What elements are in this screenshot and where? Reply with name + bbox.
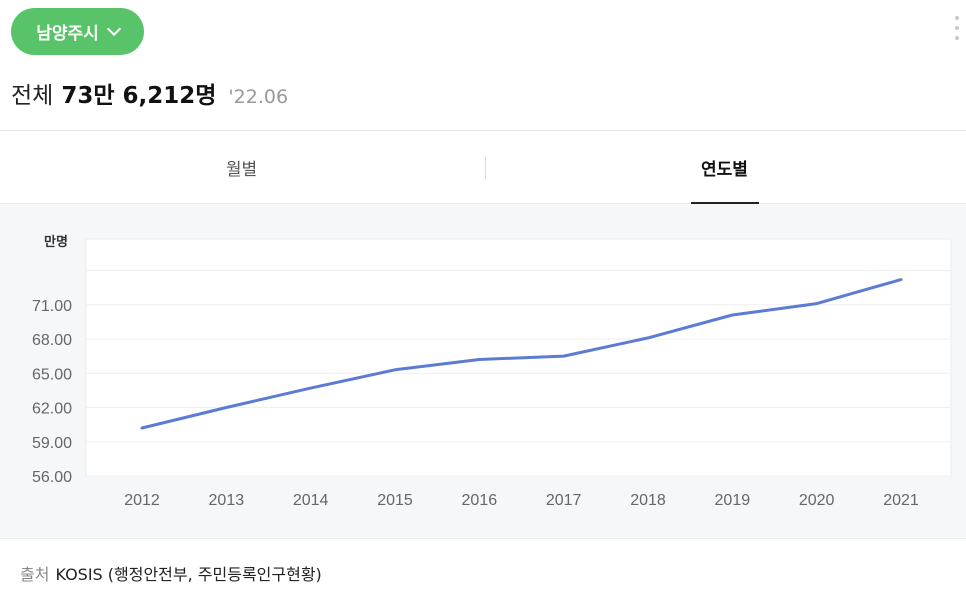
- y-tick-label: 71.00: [32, 298, 72, 315]
- x-tick-labels: 2012 2013 2014 2015 2016 2017 2018 2019 2020 2021: [124, 492, 919, 509]
- x-tick-label: 2020: [799, 492, 835, 509]
- tab-monthly[interactable]: 월별: [0, 131, 483, 203]
- source-text: KOSIS (행정안전부, 주민등록인구현황): [55, 565, 322, 584]
- x-tick-label: 2012: [124, 492, 160, 509]
- x-tick-label: 2019: [715, 492, 751, 509]
- summary-date: '22.06: [228, 86, 289, 108]
- chart-area: 만명 56.00 59.00 62.00 65.00 68.00 71.00 2012 20…: [0, 204, 966, 539]
- source-prefix: 출처: [20, 565, 50, 584]
- population-summary: 전체 73만 6,212명 '22.06: [11, 76, 288, 110]
- y-tick-labels: 56.00 59.00 62.00 65.00 68.00 71.00: [32, 298, 72, 486]
- grid-lines: [86, 270, 951, 477]
- population-card: 월별 연도별 만명 56.00 59.00 62.00 65.00 68.00 71.00…: [0, 130, 966, 591]
- region-label: 남양주시: [36, 24, 99, 44]
- y-tick-label: 56.00: [32, 469, 72, 486]
- x-tick-label: 2015: [377, 492, 413, 509]
- y-tick-label: 62.00: [32, 401, 72, 418]
- y-tick-label: 65.00: [32, 366, 72, 383]
- x-tick-label: 2013: [209, 492, 245, 509]
- active-tab-underline: [690, 202, 759, 204]
- x-tick-label: 2018: [630, 492, 666, 509]
- x-tick-label: 2017: [546, 492, 582, 509]
- tab-divider: [485, 157, 486, 179]
- period-tabs: 월별 연도별: [0, 131, 966, 204]
- y-axis-unit-label: 만명: [44, 234, 68, 249]
- tab-yearly[interactable]: 연도별: [483, 131, 966, 204]
- more-options-icon[interactable]: [954, 16, 960, 40]
- y-tick-label: 68.00: [32, 332, 72, 349]
- x-tick-label: 2021: [883, 492, 919, 509]
- y-tick-label: 59.00: [32, 435, 72, 452]
- summary-value: 73만 6,212명: [61, 83, 217, 109]
- summary-label: 전체: [11, 83, 54, 109]
- chevron-down-icon: [106, 21, 121, 37]
- x-tick-label: 2014: [293, 492, 329, 509]
- tab-monthly-label: 월별: [225, 159, 258, 180]
- tab-yearly-label: 연도별: [701, 159, 748, 180]
- population-series-line: [140, 278, 903, 430]
- x-tick-label: 2016: [462, 492, 498, 509]
- source-credit: 출처 KOSIS (행정안전부, 주민등록인구현황): [20, 561, 322, 585]
- region-select-button[interactable]: 남양주시: [11, 8, 144, 55]
